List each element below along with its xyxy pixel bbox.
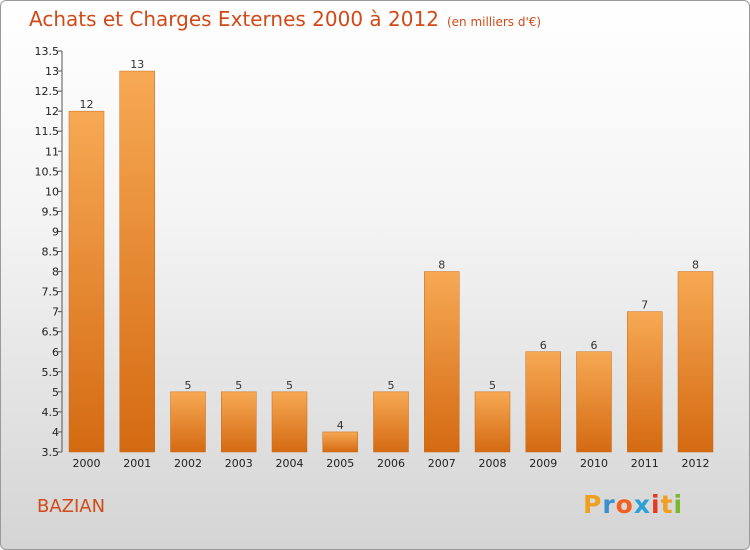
x-tick-label: 2004 (276, 457, 304, 470)
x-tick-label: 2001 (123, 457, 151, 470)
bar (677, 271, 714, 453)
y-tick-label: 5.5 (42, 366, 60, 379)
logo-letter: o (615, 490, 634, 519)
y-tick-label: 5 (52, 386, 59, 399)
bar-value-label: 5 (489, 379, 496, 392)
logo-letter: P (583, 490, 603, 519)
logo-letter: i (673, 490, 684, 519)
logo-letter: r (602, 490, 616, 519)
bar-value-label: 6 (591, 339, 598, 352)
y-tick-label: 13 (45, 65, 59, 78)
bar (373, 391, 409, 453)
x-tick-label: 2010 (580, 457, 608, 470)
y-tick-label: 6 (52, 346, 59, 359)
bar-value-label: 12 (80, 98, 94, 111)
logo-letter: t (660, 490, 674, 519)
logo-letter: i (651, 490, 661, 519)
commune-name: BAZIAN (37, 496, 106, 517)
y-tick-label: 7 (52, 306, 59, 319)
bar (119, 70, 155, 453)
proxiti-logo[interactable]: Proxiti (583, 490, 683, 519)
x-tick-label: 2007 (428, 457, 456, 470)
y-tick-label: 3.5 (42, 446, 60, 459)
bar (170, 391, 206, 453)
bar-value-label: 6 (540, 339, 547, 352)
bar (68, 110, 105, 453)
y-tick-label: 9 (52, 225, 59, 238)
x-tick-label: 2005 (326, 457, 354, 470)
x-tick-label: 2003 (225, 457, 253, 470)
bar (271, 391, 308, 453)
chart-title: Achats et Charges Externes 2000 à 2012 (e… (29, 7, 541, 31)
bars: 12 13 5 5 5 4 5 8 5 6 6 7 8 (68, 58, 714, 453)
x-tick-label: 2011 (631, 457, 659, 470)
x-tick-label: 2009 (529, 457, 557, 470)
bar-value-label: 7 (641, 299, 648, 312)
bar (576, 351, 612, 453)
bar (424, 271, 460, 453)
y-tick-label: 7.5 (42, 286, 60, 299)
y-tick-label: 12.5 (35, 85, 60, 98)
x-tick-label: 2008 (479, 457, 507, 470)
y-tick-label: 13.5 (35, 45, 60, 58)
x-tick-label: 2002 (174, 457, 202, 470)
bar-value-label: 5 (286, 379, 293, 392)
bar-value-label: 8 (438, 259, 445, 272)
y-tick-label: 11 (45, 145, 59, 158)
y-tick-label: 9.5 (42, 205, 60, 218)
bar-value-label: 4 (337, 419, 344, 432)
y-tick-label: 4.5 (42, 406, 60, 419)
y-tick-label: 10.5 (35, 165, 60, 178)
bar (322, 431, 358, 453)
y-tick-label: 8 (52, 266, 59, 279)
x-tick-label: 2006 (377, 457, 405, 470)
y-tick-label: 6.5 (42, 326, 60, 339)
y-tick-label: 8.5 (42, 246, 60, 259)
bar-value-label: 13 (130, 58, 144, 71)
chart-unit: (en milliers d'€) (446, 15, 542, 29)
y-tick-label: 4 (52, 426, 59, 439)
x-axis-labels: 2000 2001 2002 2003 2004 2005 2006 2007 2008 2009… (73, 457, 710, 470)
logo-letter: x (633, 490, 651, 519)
bar (221, 391, 257, 453)
y-tick-label: 12 (45, 105, 59, 118)
x-tick-label: 2012 (682, 457, 710, 470)
x-tick-label: 2000 (73, 457, 101, 470)
bar-value-label: 5 (235, 379, 242, 392)
bar-value-label: 5 (388, 379, 395, 392)
bar-value-label: 5 (185, 379, 192, 392)
chart-title-text: Achats et Charges Externes 2000 à 2012 (29, 7, 439, 31)
y-tick-label: 10 (45, 185, 59, 198)
bar-value-label: 8 (692, 259, 699, 272)
bar (627, 311, 663, 453)
y-tick-label: 11.5 (35, 125, 60, 138)
bar (525, 351, 561, 453)
bar (474, 391, 511, 453)
y-axis-ticks: 3.5 4 4.5 5 5.5 6 6.5 7 7.5 8 8.5 9 9.5 10 10.5 11 11.5 1… (35, 45, 62, 459)
